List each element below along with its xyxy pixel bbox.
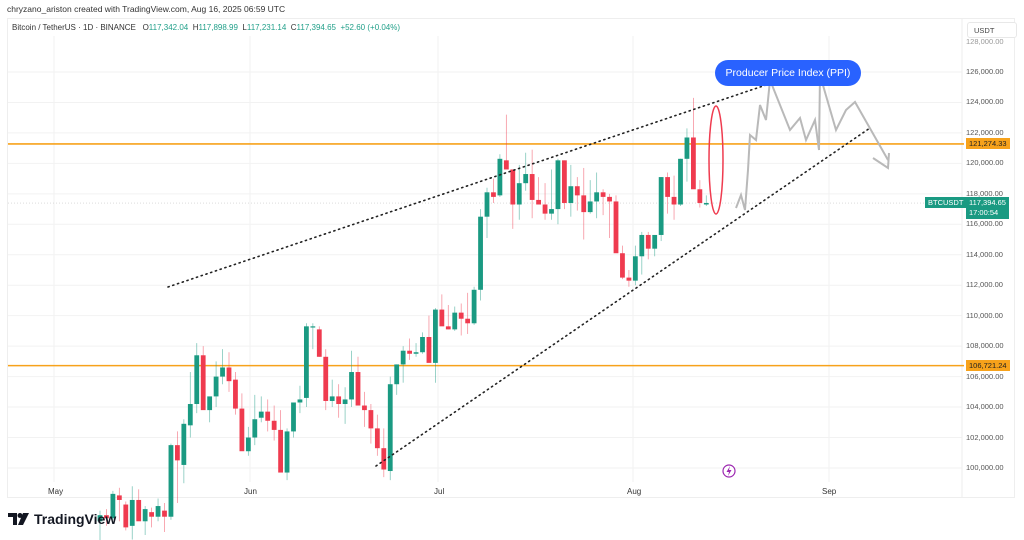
price-axis-tick: 118,000.00 [966, 188, 1003, 198]
high-value: 117,898.99 [198, 23, 238, 32]
price-axis-tick: 104,000.00 [966, 402, 1004, 412]
price-axis-tick: 102,000.00 [966, 432, 1004, 442]
price-axis-tick: 126,000.00 [966, 67, 1004, 76]
low-value: 117,231.14 [246, 23, 287, 32]
price-axis-tick: 106,000.00 [966, 371, 1004, 381]
tradingview-logo-icon [8, 513, 29, 525]
price-axis-tick: 116,000.00 [966, 219, 1003, 229]
current-price: 117,394.65 [969, 198, 1006, 208]
tradingview-brand: TradingView [8, 511, 116, 527]
price-axis-tick: 122,000.00 [966, 127, 1004, 137]
open-value: 117,342.04 [148, 23, 189, 32]
change-value: +52.60 (+0.04%) [340, 23, 401, 32]
month-label-jun: Jun [244, 487, 257, 496]
currency-selector[interactable]: USDT [967, 22, 1017, 38]
price-axis-tick: 128,000.00 [966, 37, 1004, 46]
price-axis-tick: 100,000.00 [966, 462, 1004, 472]
symbol-legend: Bitcoin / TetherUS · 1D · BINANCE O117,3… [12, 23, 400, 32]
month-label-jul: Jul [434, 487, 445, 496]
month-label-may: May [48, 487, 64, 496]
price-axis-tick: 120,000.00 [966, 158, 1004, 168]
support-price-label: 106,721.24 [966, 359, 1010, 371]
bar-countdown: 17:00:54 [969, 208, 999, 218]
price-axis-tick: 112,000.00 [966, 280, 1003, 290]
price-axis-tick: 114,000.00 [966, 249, 1003, 259]
chart-credit: chryzano_ariston created with TradingVie… [7, 4, 286, 14]
current-price-label: 117,394.65 17:00:54 [966, 197, 1009, 220]
brand-name: TradingView [34, 511, 117, 527]
month-label-aug: Aug [627, 487, 642, 496]
price-axis-tick: 108,000.00 [966, 341, 1004, 351]
month-label-sep: Sep [822, 487, 837, 496]
close-label: C [290, 23, 297, 32]
symbol-title[interactable]: Bitcoin / TetherUS · 1D · BINANCE [12, 23, 136, 32]
chart-frame [7, 18, 1015, 498]
open-label: O [142, 23, 149, 32]
lightning-event-icon[interactable] [722, 464, 736, 478]
close-value: 117,394.65 [296, 23, 336, 32]
resistance-price-label: 121,274.33 [966, 137, 1010, 149]
price-axis-tick: 110,000.00 [966, 310, 1003, 320]
low-label: L [242, 23, 247, 32]
high-label: H [192, 23, 199, 32]
ticker-label: BTCUSDT [925, 197, 967, 209]
ppi-annotation[interactable]: Producer Price Index (PPI) [715, 60, 861, 86]
price-axis-tick: 124,000.00 [966, 97, 1004, 107]
